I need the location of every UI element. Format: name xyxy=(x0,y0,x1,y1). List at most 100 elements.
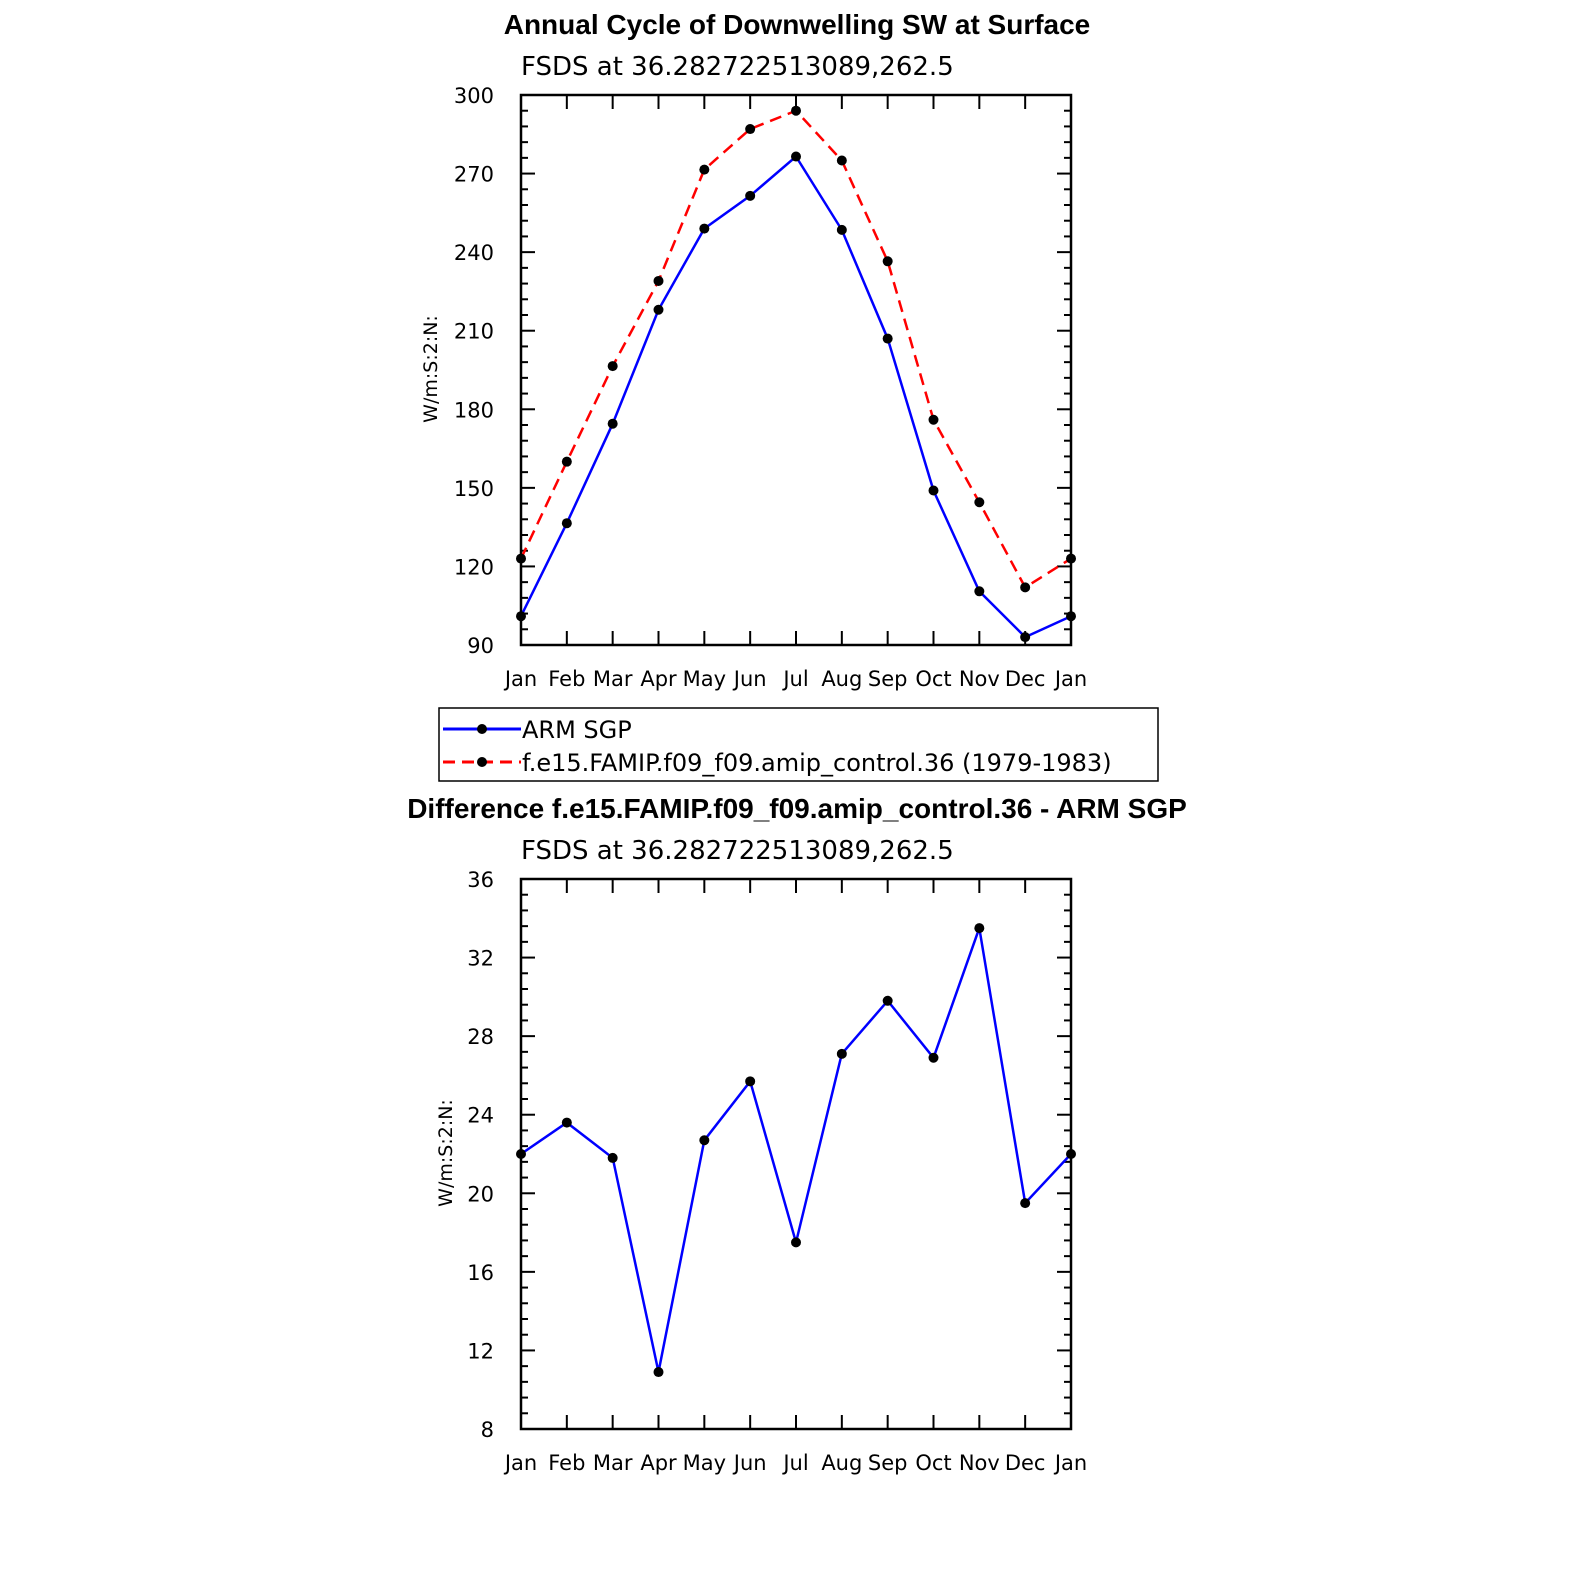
bottom-chart-title: Difference f.e15.FAMIP.f09_f09.amip_cont… xyxy=(407,793,1187,824)
bottom-series-0-point xyxy=(699,1135,710,1146)
top-series-1-point xyxy=(928,414,939,425)
legend: ARM SGP f.e15.FAMIP.f09_f09.amip_control… xyxy=(438,707,1159,782)
top-x-tick-label: Feb xyxy=(548,667,585,691)
top-x-tick-label: Aug xyxy=(821,667,862,691)
top-series-0-point xyxy=(699,223,710,234)
bottom-plot-area: 8 12 16 20 24 28 32 36 Jan Feb Mar Apr May Jun Jul Aug S… xyxy=(467,868,1087,1475)
bottom-x-tick-label: Jan xyxy=(1053,1451,1087,1475)
bottom-y-axis-label: W/m:S:2:N: xyxy=(435,1099,457,1207)
bottom-chart: Difference f.e15.FAMIP.f09_f09.amip_cont… xyxy=(407,793,1187,1475)
top-series-0-point xyxy=(561,518,572,529)
bottom-series-0-point xyxy=(882,995,893,1006)
top-series-1-point xyxy=(791,105,801,116)
top-x-tick-label: Jul xyxy=(781,667,808,691)
bottom-chart-subtitle: FSDS at 36.282722513089,262.5 xyxy=(521,836,954,866)
bottom-x-tick-label: Jul xyxy=(781,1451,808,1475)
top-y-tick-label: 90 xyxy=(467,634,494,658)
top-series-1-point xyxy=(699,164,710,175)
bottom-x-tick-label: Sep xyxy=(868,1451,908,1475)
top-series-1-point xyxy=(653,275,664,286)
top-series-1-point xyxy=(1066,553,1076,564)
bottom-y-tick-label: 12 xyxy=(467,1339,494,1363)
bottom-series-0-point xyxy=(607,1152,618,1163)
legend-marker-arm-sgp xyxy=(477,724,487,734)
top-x-tick-label: Oct xyxy=(915,667,951,691)
bottom-series-0-point xyxy=(836,1048,847,1059)
top-series-0-point xyxy=(974,586,985,597)
bottom-series-0-point xyxy=(974,923,985,934)
bottom-series-line-0 xyxy=(520,927,1072,1373)
top-series-1-point xyxy=(836,155,847,166)
top-y-tick-label: 210 xyxy=(454,320,494,344)
top-series-1-point xyxy=(974,497,985,508)
bottom-series-0-point xyxy=(1066,1149,1076,1159)
top-y-axis-label: W/m:S:2:N: xyxy=(420,315,442,423)
top-series-1-point xyxy=(1020,582,1031,593)
top-y-tick-label: 120 xyxy=(454,555,494,579)
top-x-tick-label: Dec xyxy=(1005,667,1046,691)
bottom-series-0-point xyxy=(1020,1198,1031,1209)
bottom-y-tick-label: 24 xyxy=(467,1104,494,1128)
top-series-1-point xyxy=(516,553,526,564)
bottom-series-0-point xyxy=(516,1149,526,1159)
bottom-y-tick-label: 8 xyxy=(481,1418,494,1442)
top-chart-subtitle: FSDS at 36.282722513089,262.5 xyxy=(521,52,954,82)
top-series-1-point xyxy=(561,456,572,467)
bottom-x-tick-label: Mar xyxy=(593,1451,633,1475)
top-x-tick-label: Jan xyxy=(1053,667,1087,691)
bottom-series-0-point xyxy=(561,1117,572,1128)
legend-box xyxy=(438,707,1159,782)
top-series-0-point xyxy=(653,304,664,315)
legend-label-arm-sgp: ARM SGP xyxy=(522,716,632,744)
top-x-tick-label: Jan xyxy=(503,667,537,691)
top-x-tick-label: May xyxy=(683,667,726,691)
top-series-1-point xyxy=(607,361,618,372)
bottom-x-tick-label: Dec xyxy=(1005,1451,1046,1475)
top-series-0-point xyxy=(745,190,756,201)
top-series-0-point xyxy=(928,485,939,496)
top-frame xyxy=(519,93,1073,647)
top-y-tick-label: 270 xyxy=(454,163,494,187)
top-y-tick-label: 150 xyxy=(454,477,494,501)
legend-marker-model xyxy=(477,757,487,767)
bottom-y-tick-label: 32 xyxy=(467,947,494,971)
top-x-tick-label: Jun xyxy=(732,667,767,691)
bottom-frame xyxy=(519,877,1073,1431)
bottom-series-0-point xyxy=(791,1237,801,1248)
bottom-x-tick-label: Oct xyxy=(915,1451,951,1475)
bottom-y-tick-label: 16 xyxy=(467,1261,494,1285)
bottom-series-0-point xyxy=(928,1052,939,1063)
top-chart-title: Annual Cycle of Downwelling SW at Surfac… xyxy=(504,9,1091,40)
bottom-x-tick-label: Feb xyxy=(548,1451,585,1475)
top-series-0-point xyxy=(1020,632,1031,643)
bottom-x-tick-label: Jan xyxy=(503,1451,537,1475)
bottom-y-tick-label: 28 xyxy=(467,1025,494,1049)
top-series-0-point xyxy=(836,224,847,235)
bottom-x-tick-label: May xyxy=(683,1451,726,1475)
top-x-tick-label: Sep xyxy=(868,667,908,691)
top-series-line-0 xyxy=(519,154,1072,639)
top-y-tick-label: 300 xyxy=(454,84,494,108)
top-series-0-point xyxy=(516,611,526,622)
top-series-0-point xyxy=(607,418,618,429)
bottom-x-tick-label: Apr xyxy=(640,1451,677,1475)
bottom-y-tick-label: 36 xyxy=(467,868,494,892)
legend-label-model: f.e15.FAMIP.f09_f09.amip_control.36 (197… xyxy=(522,749,1112,777)
top-chart: Annual Cycle of Downwelling SW at Surfac… xyxy=(420,9,1090,691)
bottom-series-0-point xyxy=(745,1076,756,1087)
top-x-tick-label: Mar xyxy=(593,667,633,691)
top-series-line-1 xyxy=(519,109,1072,590)
top-series-0-point xyxy=(882,333,893,344)
bottom-series-0-point xyxy=(653,1367,664,1378)
top-y-tick-label: 240 xyxy=(454,241,494,265)
bottom-x-tick-label: Nov xyxy=(959,1451,1000,1475)
top-x-tick-label: Nov xyxy=(959,667,1000,691)
top-series-0-point xyxy=(1066,611,1076,622)
bottom-x-tick-label: Aug xyxy=(821,1451,862,1475)
top-x-tick-label: Apr xyxy=(640,667,677,691)
top-series-1-point xyxy=(882,256,893,267)
top-series-1-point xyxy=(745,124,756,135)
top-y-tick-label: 180 xyxy=(454,398,494,422)
